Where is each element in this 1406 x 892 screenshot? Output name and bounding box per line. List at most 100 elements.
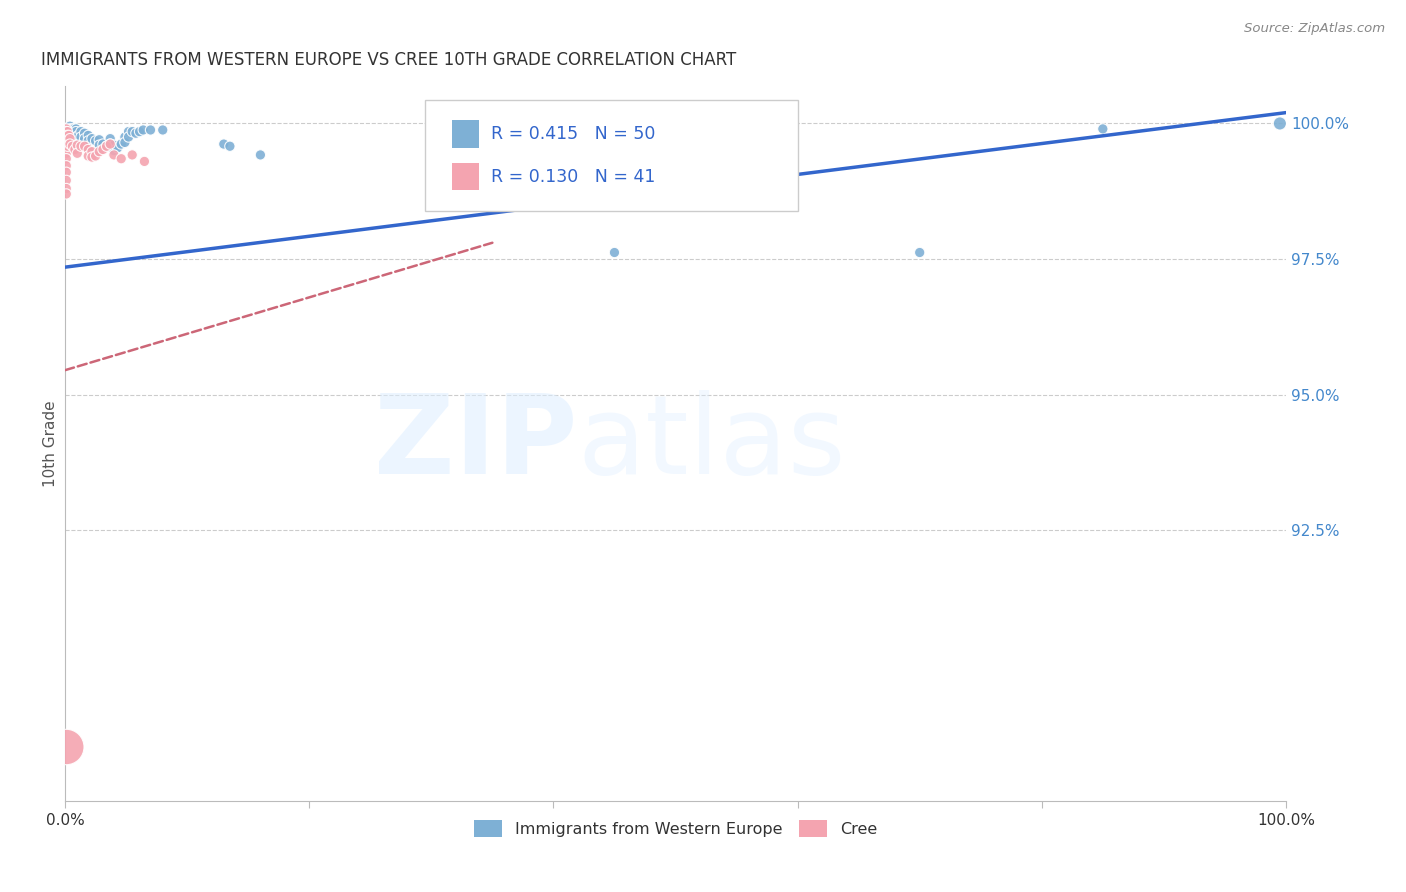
Point [110, 152, 132, 166]
Point [63, 143, 86, 157]
Point [73, 131, 96, 145]
Point [55, 121, 77, 136]
Point [84, 149, 107, 163]
Point [65, 125, 87, 139]
Point [114, 130, 136, 145]
Point [62, 121, 84, 136]
FancyBboxPatch shape [425, 100, 797, 211]
Point [80, 150, 103, 164]
Point [152, 123, 174, 137]
Point [132, 123, 155, 137]
Point [66, 138, 89, 153]
Point [59, 121, 82, 136]
Point [55, 173, 77, 187]
Point [77, 149, 100, 163]
Point [89, 145, 111, 159]
Point [56, 134, 79, 148]
Point [59, 119, 82, 133]
Point [77, 128, 100, 143]
Point [66, 146, 89, 161]
Point [56, 125, 79, 139]
Text: R = 0.130   N = 41: R = 0.130 N = 41 [491, 168, 655, 186]
FancyBboxPatch shape [453, 163, 479, 190]
Point [55, 125, 77, 139]
Point [55, 128, 77, 143]
Point [58, 134, 80, 148]
Point [65, 130, 87, 145]
Point [103, 138, 125, 153]
Point [98, 131, 121, 145]
Point [55, 186, 77, 201]
Point [89, 138, 111, 153]
Point [55, 146, 77, 161]
Point [55, 165, 77, 179]
Legend: Immigrants from Western Europe, Cree: Immigrants from Western Europe, Cree [467, 814, 884, 843]
Point [103, 148, 125, 162]
Point [62, 128, 84, 142]
Point [56, 128, 79, 143]
Point [59, 128, 82, 142]
Point [55, 121, 77, 136]
Point [219, 139, 242, 153]
Point [84, 134, 107, 148]
Point [110, 137, 132, 152]
Point [134, 154, 156, 169]
Point [139, 123, 162, 137]
Point [58, 128, 80, 143]
Point [1091, 121, 1114, 136]
Point [73, 139, 96, 153]
Point [77, 143, 100, 157]
Point [70, 125, 93, 139]
Y-axis label: 10th Grade: 10th Grade [44, 400, 58, 487]
Point [96, 139, 118, 153]
Point [121, 125, 143, 139]
Point [55, 159, 77, 173]
Point [80, 131, 103, 145]
Point [1268, 116, 1291, 130]
Point [56, 139, 79, 153]
Text: ZIP: ZIP [374, 390, 578, 497]
Point [55, 141, 77, 155]
Point [65, 121, 87, 136]
Point [117, 125, 139, 139]
Point [55, 739, 77, 754]
Point [89, 133, 111, 147]
Point [55, 181, 77, 195]
Point [212, 137, 235, 152]
Point [60, 139, 83, 153]
Point [62, 125, 84, 139]
Point [55, 137, 77, 152]
Point [60, 125, 83, 139]
Point [107, 141, 129, 155]
Point [117, 130, 139, 145]
Point [70, 139, 93, 153]
Point [77, 134, 100, 148]
Point [91, 137, 114, 152]
Point [125, 126, 148, 140]
Point [59, 137, 82, 152]
Point [67, 128, 90, 143]
Text: atlas: atlas [578, 390, 846, 497]
Text: IMMIGRANTS FROM WESTERN EUROPE VS CREE 10TH GRADE CORRELATION CHART: IMMIGRANTS FROM WESTERN EUROPE VS CREE 1… [41, 51, 735, 69]
Point [73, 126, 96, 140]
Point [70, 130, 93, 145]
Point [59, 131, 82, 145]
Point [98, 137, 121, 152]
Point [121, 148, 143, 162]
Text: R = 0.415   N = 50: R = 0.415 N = 50 [491, 125, 655, 143]
Point [98, 137, 121, 152]
Point [59, 125, 82, 139]
Point [80, 145, 103, 159]
Point [908, 245, 931, 260]
FancyBboxPatch shape [453, 120, 479, 148]
Text: Source: ZipAtlas.com: Source: ZipAtlas.com [1244, 22, 1385, 36]
Point [91, 143, 114, 157]
Point [103, 144, 125, 158]
Point [96, 139, 118, 153]
Point [55, 152, 77, 166]
Point [55, 133, 77, 147]
Point [60, 121, 83, 136]
Point [249, 148, 271, 162]
Point [603, 245, 626, 260]
Point [128, 125, 150, 139]
